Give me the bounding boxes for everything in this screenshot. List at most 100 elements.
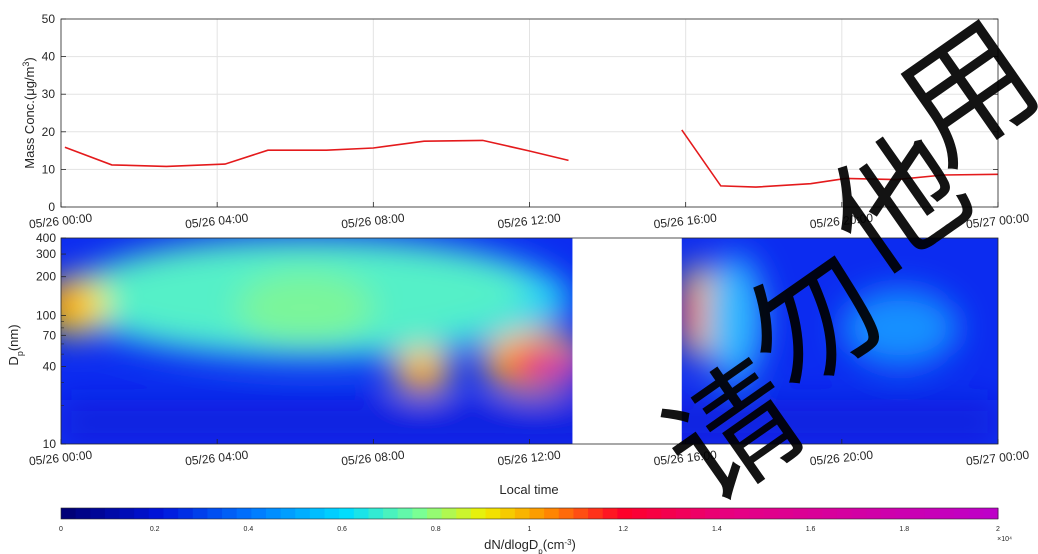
heatmap-blob: [408, 363, 436, 387]
colorbar-cell: [339, 508, 355, 519]
top-x-tick-label: 05/27 00:00: [965, 211, 1030, 232]
heatmap-data-gap: [572, 238, 682, 444]
heatmap-area: [61, 238, 998, 444]
colorbar-cell: [119, 508, 135, 519]
colorbar: 0 0.2 0.4 0.6 0.8 1 1.2 1.4 1.6 1.8 2 ×10⁴ dN/dlog…: [59, 507, 1012, 554]
colorbar-cell: [807, 508, 823, 519]
colorbar-cell: [719, 508, 735, 519]
colorbar-tick-label: 1.4: [712, 526, 722, 533]
colorbar-cell: [602, 508, 618, 519]
colorbar-cell: [456, 508, 472, 519]
colorbar-cell: [178, 508, 194, 519]
bottom-x-tick-label: 05/26 08:00: [341, 448, 406, 469]
bottom-x-tick-labels: 05/26 00:00 05/26 04:00 05/26 08:00 05/26 1…: [28, 439, 1030, 468]
top-y-tick-label: 40: [42, 50, 56, 64]
heatmap-blob: [61, 289, 89, 319]
heatmap-blob: [677, 282, 698, 344]
heatmap-blob: [705, 254, 764, 383]
colorbar-label: dN/dlogDp(cm-3): [484, 537, 576, 554]
colorbar-cell: [588, 508, 604, 519]
colorbar-cell: [866, 508, 882, 519]
bottom-y-tick-label: 400: [36, 231, 56, 245]
top-x-tick-label: 05/26 20:00: [809, 211, 874, 232]
colorbar-cell: [968, 508, 984, 519]
bottom-x-tick-label: 05/26 04:00: [184, 448, 249, 469]
colorbar-cell: [295, 508, 311, 519]
colorbar-cell: [397, 508, 413, 519]
colorbar-cell: [163, 508, 179, 519]
colorbar-cell: [895, 508, 911, 519]
heatmap-blob: [841, 289, 959, 367]
colorbar-cell: [661, 508, 677, 519]
top-y-axis-label: Mass Conc.(μg/m3): [21, 57, 37, 168]
colorbar-cell: [265, 508, 282, 519]
colorbar-tick-label: 0.2: [150, 526, 160, 533]
colorbar-cell: [383, 508, 399, 519]
top-y-tick-label: 10: [42, 162, 56, 176]
colorbar-cell: [441, 508, 457, 519]
colorbar-cell: [631, 508, 648, 519]
colorbar-cell: [954, 508, 970, 519]
top-line-series: [64, 129, 999, 188]
colorbar-cells: [61, 508, 999, 519]
colorbar-cell: [61, 508, 77, 519]
colorbar-tick-label: 1.8: [899, 526, 909, 533]
bottom-y-tick-label: 10: [43, 437, 57, 451]
colorbar-cell: [412, 508, 428, 519]
top-x-tick-label: 05/26 00:00: [28, 211, 93, 232]
bottom-y-tick-label: 70: [43, 328, 57, 342]
size-distribution-panel: 10 40 70 100 200 300 400 05/26 00:00 05/26 04:0…: [6, 231, 1030, 497]
bottom-y-tick-label: 40: [43, 360, 57, 374]
top-x-tick-label: 05/26 08:00: [341, 211, 406, 232]
colorbar-cell: [734, 508, 750, 519]
top-y-tick-label: 0: [48, 200, 55, 214]
bottom-y-tick-labels: 10 40 70 100 200 300 400: [36, 231, 66, 451]
colorbar-frame: [60, 507, 999, 520]
colorbar-tick-label: 0.6: [337, 526, 347, 533]
mass-line-segment: [681, 129, 999, 188]
bottom-y-tick-label: 100: [36, 308, 56, 322]
bottom-x-tick-label: 05/26 12:00: [497, 448, 562, 469]
colorbar-cell: [778, 508, 794, 519]
colorbar-cell: [514, 508, 530, 519]
bottom-y-tick-label: 300: [36, 247, 56, 261]
colorbar-tick-labels: 0 0.2 0.4 0.6 0.8 1 1.2 1.4 1.6 1.8 2: [59, 526, 1000, 533]
top-x-tick-label: 05/26 04:00: [184, 211, 249, 232]
colorbar-cell: [207, 508, 223, 519]
bottom-x-tick-label: 05/26 00:00: [28, 448, 93, 469]
colorbar-tick-label: 1.2: [618, 526, 628, 533]
mass-line-segment: [64, 139, 569, 168]
colorbar-cell: [749, 508, 765, 519]
colorbar-cell: [368, 508, 384, 519]
colorbar-cell: [192, 508, 208, 519]
top-x-tick-label: 05/26 16:00: [653, 211, 718, 232]
colorbar-cell: [983, 508, 999, 519]
colorbar-cell: [793, 508, 809, 519]
colorbar-cell: [251, 508, 267, 519]
colorbar-cell: [324, 508, 340, 519]
colorbar-cell: [470, 508, 487, 519]
top-x-tick-label: 05/26 12:00: [497, 211, 562, 232]
bottom-x-tick-label: 05/26 20:00: [809, 448, 874, 469]
colorbar-cell: [485, 508, 501, 519]
colorbar-cell: [646, 508, 662, 519]
bottom-y-axis-label: Dp(nm): [6, 324, 25, 365]
bottom-y-tick-label: 200: [36, 270, 56, 284]
colorbar-cell: [544, 508, 560, 519]
colorbar-cell: [910, 508, 926, 519]
colorbar-cell: [763, 508, 779, 519]
top-y-tick-labels: 0 10 20 30 40 50: [42, 12, 998, 214]
colorbar-cell: [573, 508, 589, 519]
colorbar-tick-label: 0: [59, 526, 63, 533]
heatmap-blob: [61, 399, 998, 444]
colorbar-cell: [148, 508, 164, 519]
colorbar-cell: [427, 508, 443, 519]
colorbar-cell: [617, 508, 633, 519]
colorbar-cell: [675, 508, 692, 519]
colorbar-cell: [924, 508, 940, 519]
colorbar-cell: [500, 508, 516, 519]
colorbar-cell: [236, 508, 252, 519]
colorbar-cell: [705, 508, 721, 519]
